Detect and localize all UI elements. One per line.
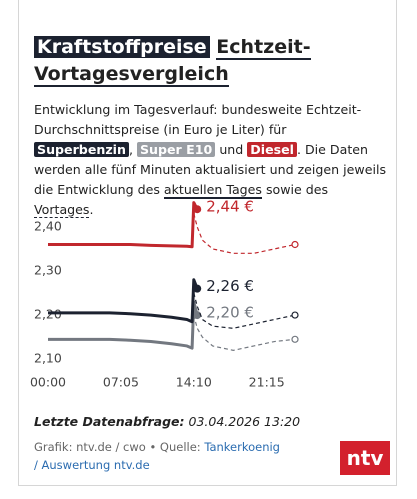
source-link[interactable]: Tankerkoenig / Auswertung ntv.de <box>34 440 280 472</box>
credit: Grafik: ntv.de / cwo • Quelle: Tankerkoe… <box>34 438 284 474</box>
text: . <box>89 202 94 217</box>
x-tick-label: 07:05 <box>103 375 139 390</box>
x-tick-label: 21:15 <box>249 375 285 390</box>
logo: ntv <box>340 441 390 475</box>
x-tick-label: 00:00 <box>30 375 66 390</box>
text: und <box>219 142 244 157</box>
fetched: Letzte Datenabfrage: 03.04.2026 13:20 <box>34 414 300 429</box>
end-marker <box>193 205 202 214</box>
previous-end-marker <box>291 335 299 343</box>
y-tick-label: 2,30 <box>34 262 62 277</box>
today-line <box>48 278 199 324</box>
end-marker <box>193 284 202 293</box>
fuel-tag: Superbenzin <box>34 142 129 157</box>
card <box>18 0 397 486</box>
value-label: 2,44 € <box>206 198 254 216</box>
today-line <box>48 201 199 249</box>
end-marker <box>193 311 202 320</box>
y-tick-label: 2,10 <box>34 351 62 366</box>
credit-text: Grafik: ntv.de / cwo • Quelle: <box>34 440 201 454</box>
x-tick-label: 14:10 <box>176 375 212 390</box>
text: Entwicklung im Tagesverlauf: bundesweite… <box>34 102 362 137</box>
previous-end-marker <box>291 240 299 249</box>
today-line <box>48 300 199 350</box>
today-term: aktuellen Tages <box>163 182 262 199</box>
chart: 2,10 2,20 2,30 2,40 00:00 07:05 14:10 21:15 2,44… <box>30 198 299 390</box>
fuel-tag: Super E10 <box>136 142 216 157</box>
value-label: 2,26 € <box>206 277 254 295</box>
text: . Die Daten werden alle fünf Minuten akt… <box>34 142 387 197</box>
previous-day-line <box>193 292 296 329</box>
previous-day-line <box>193 213 296 254</box>
previous-day-line <box>193 314 296 351</box>
previous-term: Vortages <box>34 202 90 218</box>
y-tick-label: 2,20 <box>34 307 62 322</box>
text: sowie des <box>265 182 329 197</box>
description: Entwicklung im Tagesverlauf: bundesweite… <box>34 100 386 220</box>
fuel-tag: Diesel <box>247 142 297 157</box>
text: , <box>128 142 133 157</box>
fetched-label: Letzte Datenabfrage: <box>34 414 185 429</box>
title-highlight: Kraftstoffpreise <box>34 36 210 58</box>
value-label: 2,20 € <box>206 304 254 322</box>
y-tick-label: 2,40 <box>34 218 62 233</box>
title: Kraftstoffpreise Echtzeit-Vortagesvergle… <box>34 34 334 88</box>
title-rest: Echtzeit-Vortagesvergleich <box>34 36 311 87</box>
fetched-time: 03.04.2026 13:20 <box>188 414 301 429</box>
previous-end-marker <box>291 311 299 319</box>
